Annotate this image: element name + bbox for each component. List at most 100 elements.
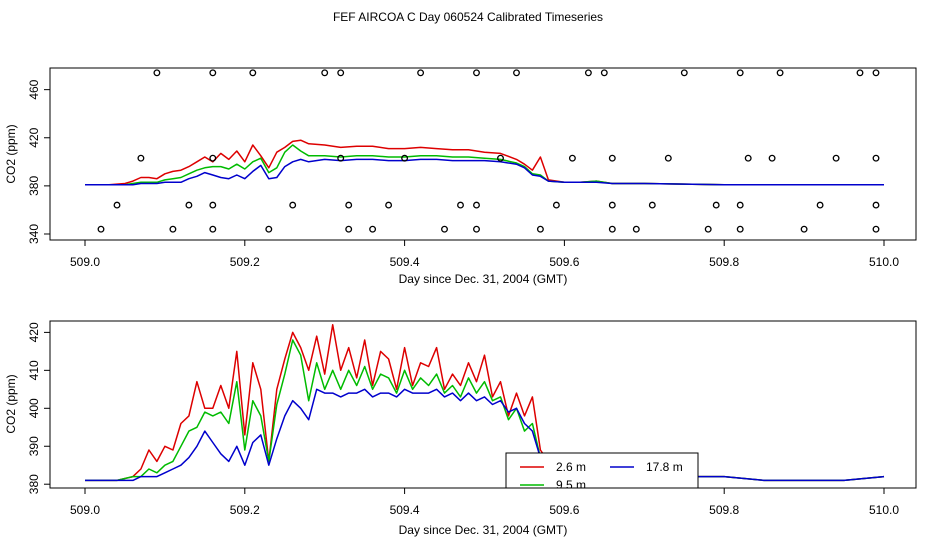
marker-circle — [513, 69, 520, 77]
legend-box — [505, 452, 699, 489]
y-tick-label: 410 — [27, 360, 41, 380]
marker-circle — [497, 154, 504, 162]
marker-circle — [337, 69, 345, 77]
marker-circle — [768, 154, 776, 162]
series-line-17-8-m — [85, 158, 884, 186]
panel-top-markers — [97, 69, 880, 233]
panel-bottom-axes: 509.0 509.2 509.4 509.6 509.8 510.0 380 390 400 4… — [27, 322, 899, 517]
panel-top: 509.0 509.2 509.4 509.6 509.8 510.0 340 380 420 4… — [4, 67, 917, 286]
marker-circle — [345, 201, 353, 209]
marker-circle — [600, 69, 608, 77]
panel-bottom-series — [85, 324, 885, 482]
marker-circle — [417, 69, 425, 77]
marker-circle — [473, 69, 480, 77]
y-tick-label: 390 — [27, 436, 41, 456]
marker-circle — [385, 201, 393, 209]
marker-circle — [736, 225, 744, 233]
marker-circle — [473, 225, 480, 233]
marker-circle — [704, 225, 712, 233]
marker-circle — [744, 154, 752, 162]
marker-circle — [632, 225, 640, 233]
marker-circle — [113, 201, 121, 209]
marker-circle — [153, 69, 161, 77]
marker-circle — [209, 69, 217, 77]
panel-top-series — [85, 139, 884, 186]
marker-circle — [872, 69, 880, 77]
marker-circle — [457, 201, 464, 209]
series-line-9-5-m — [85, 144, 884, 186]
panel-bottom-xlabel: Day since Dec. 31, 2004 (GMT) — [399, 523, 568, 537]
marker-circle — [776, 69, 784, 77]
panel-top-ylabel: CO2 (ppm) — [4, 124, 18, 183]
x-tick-label: 509.2 — [230, 503, 260, 517]
x-tick-label: 510.0 — [869, 503, 899, 517]
marker-circle — [712, 201, 720, 209]
marker-circle — [265, 225, 273, 233]
y-tick-label: 460 — [27, 79, 41, 99]
x-tick-label: 509.0 — [70, 255, 100, 269]
marker-circle — [249, 69, 257, 77]
marker-circle — [289, 201, 297, 209]
marker-circle — [664, 154, 672, 162]
x-tick-label: 509.6 — [549, 503, 579, 517]
marker-circle — [800, 225, 808, 233]
marker-circle — [169, 225, 177, 233]
x-tick-label: 509.6 — [549, 255, 579, 269]
series-line-2-6-m — [85, 324, 885, 482]
marker-circle — [97, 225, 105, 233]
panel-top-xlabel: Day since Dec. 31, 2004 (GMT) — [399, 272, 568, 286]
panel-bottom: 509.0 509.2 509.4 509.6 509.8 510.0 380 390 400 4… — [4, 320, 917, 537]
y-tick-label: 380 — [27, 474, 41, 494]
panel-bottom-frame — [49, 320, 917, 489]
marker-circle — [680, 69, 688, 77]
marker-circle — [648, 201, 656, 209]
legend-label: 2.6 m — [556, 460, 586, 474]
marker-circle — [736, 201, 744, 209]
panel-top-axes: 509.0 509.2 509.4 509.6 509.8 510.0 340 380 420 4… — [27, 79, 899, 269]
panel-bottom-ylabel: CO2 (ppm) — [4, 374, 18, 433]
marker-circle — [608, 201, 616, 209]
marker-circle — [321, 69, 329, 77]
marker-circle — [337, 154, 345, 162]
marker-circle — [832, 154, 840, 162]
x-tick-label: 509.4 — [390, 503, 420, 517]
marker-circle — [608, 225, 616, 233]
marker-circle — [872, 201, 880, 209]
x-tick-label: 509.2 — [230, 255, 260, 269]
series-line-9-5-m — [85, 339, 885, 482]
marker-circle — [816, 201, 824, 209]
marker-circle — [209, 225, 217, 233]
marker-circle — [185, 201, 193, 209]
x-tick-label: 509.8 — [709, 503, 739, 517]
legend: 2.6 m 17.8 m9.5 m — [504, 452, 700, 497]
marker-circle — [856, 69, 864, 77]
marker-circle — [137, 154, 145, 162]
marker-circle — [872, 154, 880, 162]
marker-circle — [345, 225, 353, 233]
panel-top-frame — [49, 67, 917, 241]
series-line-17-8-m — [85, 388, 885, 482]
series-line-2-6-m — [85, 139, 884, 186]
marker-circle — [209, 201, 217, 209]
marker-circle — [401, 154, 409, 162]
marker-circle — [872, 225, 880, 233]
legend-label: 17.8 m — [646, 460, 683, 474]
legend-clip — [504, 488, 700, 497]
marker-circle — [568, 154, 576, 162]
marker-circle — [536, 225, 544, 233]
y-tick-label: 420 — [27, 322, 41, 342]
marker-circle — [552, 201, 560, 209]
marker-circle — [608, 154, 616, 162]
y-tick-label: 400 — [27, 398, 41, 418]
y-tick-label: 420 — [27, 127, 41, 147]
marker-circle — [736, 69, 744, 77]
marker-circle — [369, 225, 377, 233]
x-tick-label: 509.0 — [70, 503, 100, 517]
marker-circle — [441, 225, 448, 233]
marker-circle — [209, 154, 217, 162]
marker-circle — [584, 69, 592, 77]
y-tick-label: 380 — [27, 176, 41, 196]
x-tick-label: 510.0 — [869, 255, 899, 269]
marker-circle — [473, 201, 480, 209]
